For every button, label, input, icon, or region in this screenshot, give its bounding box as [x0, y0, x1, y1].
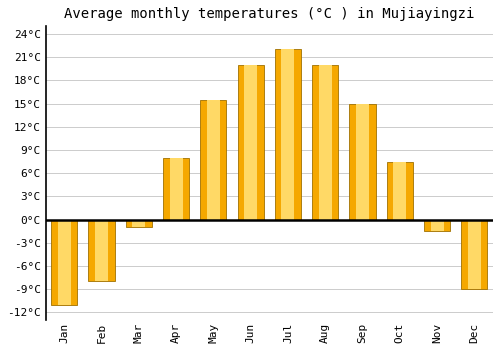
Bar: [387, 162, 413, 219]
Bar: [275, 49, 301, 219]
Bar: [88, 219, 115, 281]
Bar: [424, 219, 450, 231]
Bar: [394, 162, 406, 219]
Bar: [282, 49, 294, 219]
Bar: [238, 65, 264, 219]
Bar: [430, 219, 444, 231]
Bar: [170, 158, 182, 219]
Bar: [163, 158, 189, 219]
Bar: [207, 100, 220, 219]
Bar: [200, 100, 226, 219]
Bar: [468, 219, 481, 289]
Bar: [58, 219, 70, 304]
Bar: [51, 219, 78, 304]
Title: Average monthly temperatures (°C ) in Mujiayingzi: Average monthly temperatures (°C ) in Mu…: [64, 7, 474, 21]
Bar: [462, 219, 487, 289]
Bar: [126, 219, 152, 227]
Bar: [132, 219, 145, 227]
Bar: [244, 65, 257, 219]
Bar: [318, 65, 332, 219]
Bar: [356, 104, 369, 219]
Bar: [95, 219, 108, 281]
Bar: [312, 65, 338, 219]
Bar: [350, 104, 376, 219]
